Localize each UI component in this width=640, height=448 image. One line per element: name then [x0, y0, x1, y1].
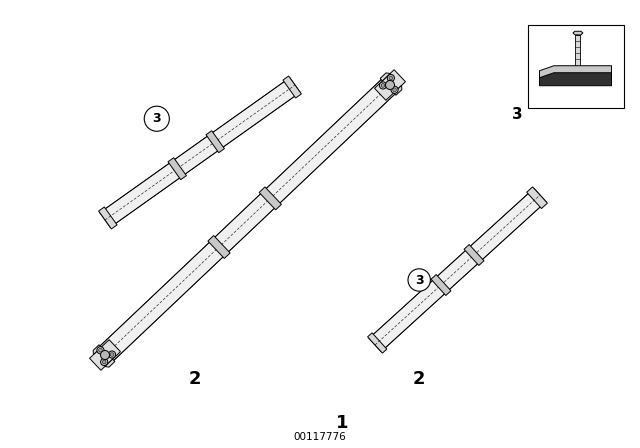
Circle shape — [391, 86, 398, 93]
Polygon shape — [168, 158, 186, 180]
Circle shape — [100, 350, 109, 359]
Polygon shape — [394, 86, 402, 95]
Polygon shape — [99, 207, 117, 229]
Text: 1: 1 — [336, 414, 349, 432]
Text: 00117776: 00117776 — [294, 432, 346, 442]
Polygon shape — [105, 359, 115, 367]
Circle shape — [97, 347, 104, 354]
Circle shape — [387, 74, 394, 82]
Circle shape — [100, 358, 108, 366]
Circle shape — [380, 82, 387, 89]
Polygon shape — [540, 73, 612, 86]
Circle shape — [108, 351, 116, 358]
Polygon shape — [575, 35, 580, 68]
Polygon shape — [540, 66, 612, 78]
Circle shape — [102, 360, 106, 364]
Polygon shape — [208, 236, 230, 258]
Polygon shape — [283, 76, 301, 98]
Text: 3: 3 — [512, 107, 522, 122]
Polygon shape — [93, 345, 101, 354]
Text: 2: 2 — [413, 370, 426, 388]
Polygon shape — [374, 70, 406, 100]
Polygon shape — [98, 78, 397, 362]
Text: 2: 2 — [189, 370, 202, 388]
Polygon shape — [380, 73, 390, 81]
Circle shape — [389, 76, 392, 80]
Circle shape — [144, 106, 170, 131]
Circle shape — [393, 88, 396, 91]
Polygon shape — [527, 187, 547, 208]
Polygon shape — [369, 188, 546, 352]
Polygon shape — [206, 131, 225, 153]
Polygon shape — [259, 187, 282, 210]
Polygon shape — [90, 340, 120, 370]
Circle shape — [408, 269, 431, 291]
Circle shape — [99, 349, 102, 352]
Polygon shape — [100, 78, 300, 227]
Text: 3: 3 — [152, 112, 161, 125]
Polygon shape — [431, 275, 451, 296]
Circle shape — [381, 84, 385, 87]
Circle shape — [385, 81, 394, 90]
Polygon shape — [367, 333, 387, 353]
Polygon shape — [573, 31, 583, 35]
Polygon shape — [528, 25, 624, 108]
Text: 3: 3 — [415, 273, 424, 287]
Polygon shape — [464, 245, 484, 266]
Circle shape — [110, 353, 114, 356]
